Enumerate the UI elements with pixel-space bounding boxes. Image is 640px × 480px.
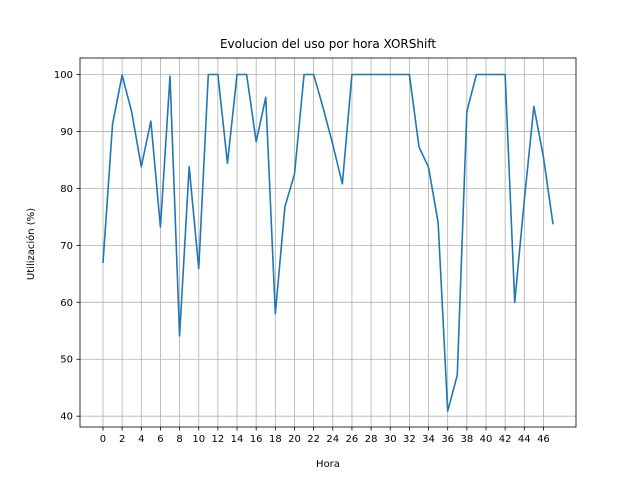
x-tick-label: 22 [307, 434, 320, 445]
x-tick-label: 4 [138, 434, 144, 445]
x-tick-label: 40 [480, 434, 493, 445]
x-tick-label: 26 [346, 434, 359, 445]
y-axis-label: Utilización (%) [25, 208, 37, 280]
chart-title: Evolucion del uso por hora XORShift [220, 37, 436, 51]
x-axis-ticks: 0 2 4 6 8 10 12 14 16 18 20 22 24 26 28 30 32 34 36 38 40 42 4… [100, 427, 550, 445]
x-tick-label: 18 [269, 434, 282, 445]
x-tick-label: 0 [100, 434, 106, 445]
x-tick-label: 6 [157, 434, 163, 445]
y-tick-label: 80 [60, 184, 73, 195]
x-tick-label: 38 [460, 434, 473, 445]
x-tick-label: 10 [192, 434, 205, 445]
x-tick-label: 44 [518, 434, 531, 445]
x-tick-label: 2 [119, 434, 125, 445]
x-tick-label: 14 [231, 434, 244, 445]
y-tick-label: 70 [60, 241, 73, 252]
y-axis-ticks: 40 50 60 70 80 90 100 [54, 70, 80, 423]
x-tick-label: 30 [384, 434, 397, 445]
y-tick-label: 90 [60, 127, 73, 138]
x-tick-label: 28 [365, 434, 378, 445]
x-tick-label: 8 [176, 434, 182, 445]
plot-frame [79, 57, 577, 428]
x-tick-label: 34 [422, 434, 435, 445]
x-tick-label: 16 [250, 434, 263, 445]
x-tick-label: 36 [441, 434, 454, 445]
x-tick-label: 32 [403, 434, 416, 445]
x-tick-label: 46 [537, 434, 550, 445]
y-tick-label: 40 [60, 412, 73, 423]
x-axis-label: Hora [316, 459, 340, 470]
x-tick-label: 12 [212, 434, 225, 445]
series-layer [102, 73, 554, 412]
series-line-0 [102, 73, 554, 412]
x-tick-label: 24 [326, 434, 339, 445]
y-tick-label: 100 [54, 70, 73, 81]
x-tick-label: 20 [288, 434, 301, 445]
x-tick-label: 42 [499, 434, 512, 445]
grid-lines [80, 58, 576, 427]
y-tick-label: 50 [60, 355, 73, 366]
y-tick-label: 60 [60, 298, 73, 309]
